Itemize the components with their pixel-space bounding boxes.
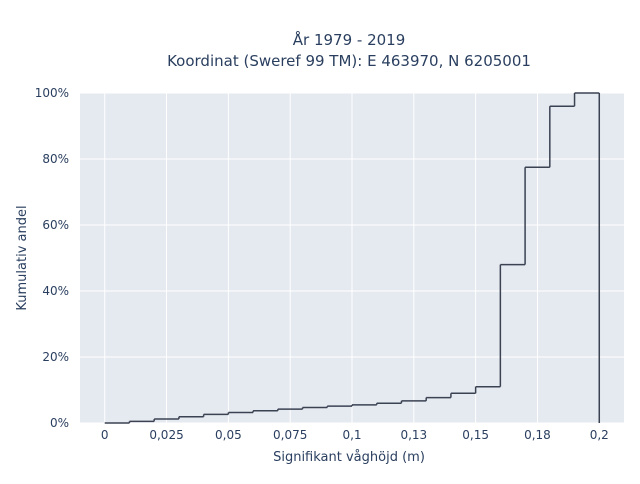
x-tick-label: 0,025 [149, 428, 183, 442]
step-bin [573, 92, 600, 107]
step-bin [326, 405, 352, 408]
chart-title-line-2: Koordinat (Sweref 99 TM): E 463970, N 62… [167, 52, 531, 70]
x-tick-label: 0,18 [524, 428, 551, 442]
step-bin [450, 392, 476, 398]
y-tick-label: 40% [42, 284, 69, 298]
x-tick-label: 0,05 [215, 428, 242, 442]
step-bin [425, 396, 451, 401]
y-axis-title: Kumulativ andel [15, 205, 30, 310]
step-bin [351, 404, 377, 407]
step-bin [277, 408, 303, 411]
step-bin [400, 400, 427, 404]
x-axis-title: Signifikant våghöjd (m) [273, 450, 425, 465]
step-bin [202, 413, 229, 417]
step-bin [153, 418, 179, 422]
y-tick-label: 0% [50, 416, 69, 430]
chart-title-line-1: År 1979 - 2019 [293, 30, 406, 49]
y-tick-label: 100% [35, 86, 69, 100]
gridlines [80, 92, 624, 424]
x-tick-label: 0,2 [590, 428, 609, 442]
x-tick-label: 0,075 [273, 428, 307, 442]
step-bin [178, 415, 204, 420]
y-tick-label: 20% [42, 350, 69, 364]
step-bin [375, 402, 402, 405]
x-tick-label: 0,13 [400, 428, 427, 442]
step-bin [128, 420, 155, 423]
x-tick-label: 0,15 [462, 428, 489, 442]
step-bin [524, 166, 550, 265]
y-tick-labels: 0% 20% 40% 60% 80% 100% [35, 86, 69, 430]
x-tick-label: 0 [101, 428, 109, 442]
y-tick-label: 60% [42, 218, 69, 232]
step-bin [549, 105, 575, 168]
x-tick-label: 0,1 [342, 428, 361, 442]
step-bin [499, 263, 526, 387]
step-bin [227, 411, 254, 415]
step-bin [474, 385, 501, 394]
y-tick-label: 80% [42, 152, 69, 166]
x-tick-labels: 0 0,025 0,05 0,075 0,1 0,13 0,15 0,18 0,2 [101, 428, 609, 442]
step-bin [252, 410, 278, 413]
series-layer [104, 92, 601, 424]
step-bin [301, 406, 328, 410]
